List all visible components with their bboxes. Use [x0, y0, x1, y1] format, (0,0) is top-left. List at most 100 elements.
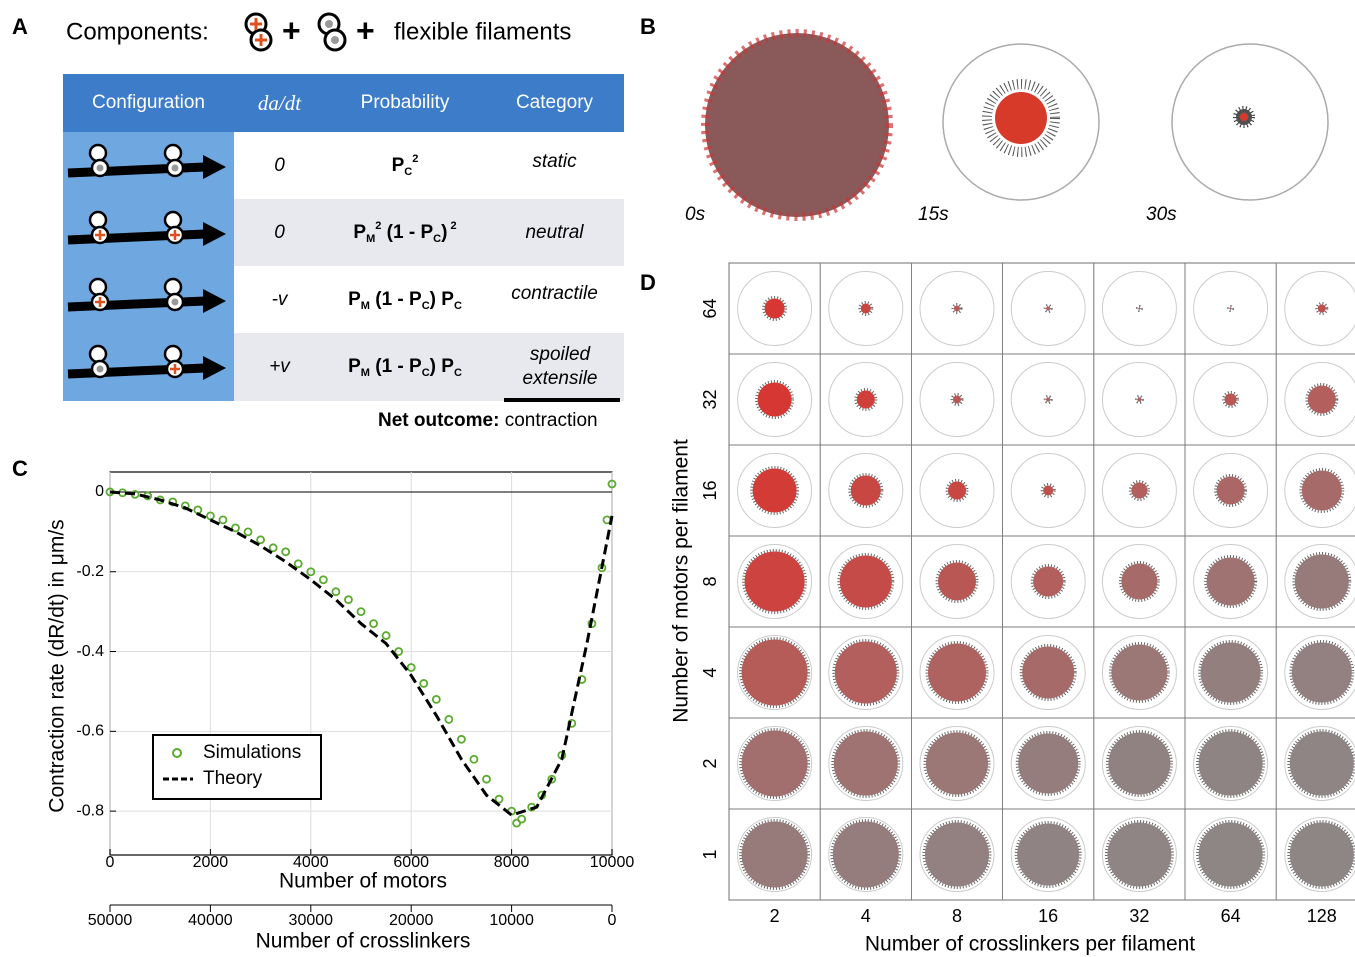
network: [745, 552, 805, 612]
network: [1292, 643, 1352, 703]
data-point: [470, 756, 477, 763]
plus: +: [356, 12, 375, 48]
col-label: 64: [1221, 906, 1241, 926]
network: [1290, 732, 1354, 796]
col-label: 32: [1129, 906, 1149, 926]
legend-label: Simulations: [203, 742, 301, 763]
head: [165, 145, 181, 161]
network: [953, 396, 961, 404]
y-axis-label: Number of motors per filament: [670, 439, 693, 723]
net-outcome-label: Net outcome:: [378, 410, 499, 431]
y-axis-label: Contraction rate (dR/dt) in μm/s: [46, 519, 69, 812]
panel-letter: B: [640, 14, 656, 39]
row-label: 1: [700, 849, 720, 859]
data-point: [219, 516, 226, 523]
network: [1199, 823, 1263, 887]
head: [90, 212, 106, 228]
motor-icon: [246, 14, 271, 50]
x-tick-label: 8000: [494, 854, 530, 871]
rate-cell: 0: [234, 199, 325, 266]
col-label: 2: [770, 906, 780, 926]
y-tick-label: 0: [95, 483, 104, 500]
page: A B C D Components: + + flexible filamen…: [0, 0, 1355, 957]
row-label: 32: [700, 389, 720, 409]
filament: [68, 234, 205, 240]
x2-tick-label: 20000: [389, 912, 434, 929]
prob-part: P: [392, 155, 405, 177]
filament: [68, 368, 205, 374]
network: [742, 731, 808, 797]
prob-part: 2: [447, 220, 456, 232]
y-tick-label: -0.4: [76, 643, 104, 660]
data-point: [458, 736, 465, 743]
filament: [68, 167, 205, 173]
network: [753, 469, 797, 513]
data-point: [270, 544, 277, 551]
network: [1033, 567, 1063, 597]
network: [1225, 394, 1237, 406]
x2-tick-label: 40000: [188, 912, 233, 929]
network: [1046, 398, 1050, 402]
network: [1121, 564, 1157, 600]
network: [1217, 477, 1245, 505]
x-tick-label: 10000: [590, 854, 635, 871]
filaments-label: flexible filaments: [394, 18, 571, 45]
network: [840, 556, 892, 608]
network: [1230, 308, 1232, 310]
net-outcome-value: contraction: [505, 410, 598, 431]
network: [851, 476, 881, 506]
data-point: [345, 596, 352, 603]
crosslinker-icon: [319, 14, 345, 50]
y-tick-label: -0.8: [76, 802, 104, 819]
prob-part: 2: [375, 220, 381, 232]
prob-part: ) P: [430, 289, 454, 311]
net-outcome: Net outcome: contraction: [378, 410, 598, 432]
header-cell: Probability: [325, 74, 485, 132]
network: [1017, 824, 1079, 886]
prob-part: (1 - P: [381, 222, 433, 244]
network: [1318, 305, 1326, 313]
time-label: 30s: [1146, 204, 1177, 225]
network: [835, 642, 897, 704]
network: [1302, 471, 1342, 511]
network: [1137, 398, 1141, 402]
time-label: 0s: [685, 204, 706, 225]
network: [1290, 823, 1354, 887]
data-point: [257, 536, 264, 543]
network: [925, 823, 989, 887]
prob-part: P: [348, 356, 361, 378]
data-point: [370, 620, 377, 627]
row-label: 4: [700, 667, 720, 677]
network: [1107, 823, 1171, 887]
col-label: 128: [1307, 906, 1337, 926]
panel-letter: A: [12, 14, 28, 39]
panel-letter: C: [12, 456, 28, 481]
dot: [172, 165, 179, 172]
network: [1308, 386, 1336, 414]
prob-part: P: [348, 289, 361, 311]
network: [948, 482, 966, 500]
network: [1018, 734, 1078, 794]
network: [1108, 733, 1170, 795]
data-point: [383, 632, 390, 639]
category-cell: spoiled extensile: [505, 333, 615, 401]
x2-axis-label: Number of crosslinkers: [256, 930, 471, 953]
dot: [172, 299, 179, 306]
network: [758, 383, 792, 417]
x-axis-label: Number of motors: [279, 870, 447, 893]
dot: [97, 165, 104, 172]
prob-part: (1 - P: [370, 356, 422, 378]
network: [834, 732, 898, 796]
network: [1043, 486, 1053, 496]
x-axis-label: Number of crosslinkers per filament: [865, 933, 1195, 956]
figure: A B C D Components: + + flexible filamen…: [0, 0, 1355, 957]
network: [861, 304, 871, 314]
row-label: 16: [700, 480, 720, 500]
network: [742, 640, 808, 706]
data-point: [245, 528, 252, 535]
data-point: [445, 716, 452, 723]
network: [928, 644, 986, 702]
network: [1201, 643, 1261, 703]
components-label: Components:: [66, 18, 209, 45]
data-point: [232, 524, 239, 531]
